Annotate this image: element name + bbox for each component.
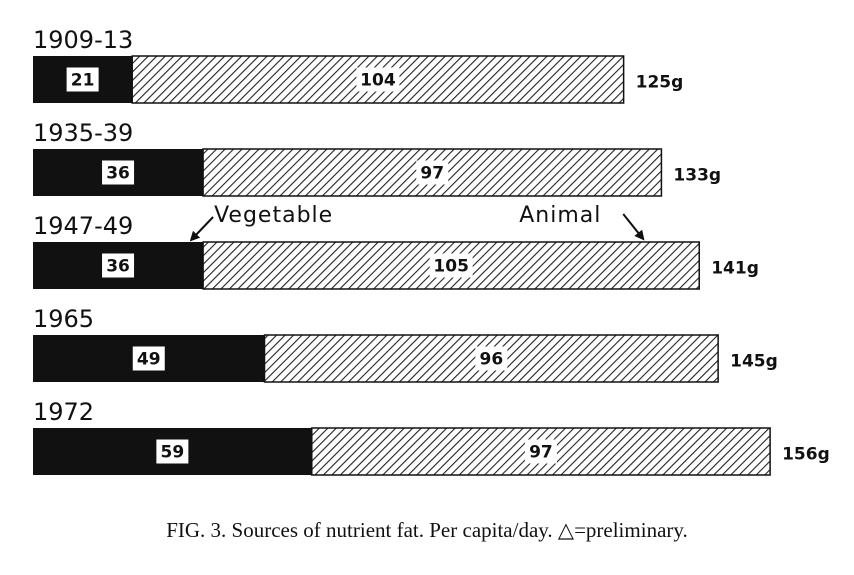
annotation-animal: Animal xyxy=(519,203,601,228)
value-label-vegetable: 36 xyxy=(106,164,130,184)
bar-row-1972: 1972 59 97 156g xyxy=(33,398,830,476)
total-label: 145g xyxy=(730,352,778,372)
value-label-animal-box xyxy=(475,346,508,371)
value-label-animal-box xyxy=(429,253,473,278)
period-label: 1909-13 xyxy=(33,26,133,54)
value-label-vegetable: 59 xyxy=(161,443,185,463)
value-label-animal-box xyxy=(524,439,557,464)
bar-row-1947-49: 1947-49 36 105 141g xyxy=(33,212,759,290)
total-label: 156g xyxy=(782,445,830,465)
bar-animal xyxy=(311,427,771,476)
value-label-animal: 96 xyxy=(479,350,503,370)
value-label-vegetable: 49 xyxy=(137,350,161,370)
vegetable-pointer-arrow xyxy=(189,216,214,242)
value-label-vegetable-box xyxy=(66,67,99,92)
period-label: 1935-39 xyxy=(33,119,133,147)
bar-row-1935-39: 1935-39 36 97 133g xyxy=(33,119,721,197)
value-label-animal-box xyxy=(416,160,449,185)
total-label: 133g xyxy=(673,166,721,186)
period-label: 1947-49 xyxy=(33,212,133,240)
bar-row-1909-13: 1909-13 21 104 125g xyxy=(33,26,684,104)
value-label-animal: 97 xyxy=(420,164,444,184)
value-label-animal: 97 xyxy=(529,443,553,463)
annotation-vegetable: Vegetable xyxy=(214,203,333,228)
value-label-animal: 105 xyxy=(433,257,469,277)
bar-row-1965: 1965 49 96 145g xyxy=(33,305,778,383)
value-label-vegetable: 36 xyxy=(106,257,130,277)
figure-caption: FIG. 3. Sources of nutrient fat. Per cap… xyxy=(166,518,688,542)
animal-pointer-arrow xyxy=(622,213,645,241)
value-label-vegetable-box xyxy=(102,253,135,278)
value-label-animal-box xyxy=(356,67,400,92)
value-label-vegetable-box xyxy=(156,439,189,464)
value-label-animal: 104 xyxy=(360,71,396,91)
period-label: 1965 xyxy=(33,305,94,333)
annotations-group: Vegetable Animal xyxy=(189,203,645,242)
total-label: 141g xyxy=(711,259,759,279)
total-label: 125g xyxy=(636,73,684,93)
bars-group: 1909-13 21 104 125g 1935-39 36 97 133g 1947-49 36… xyxy=(33,26,830,476)
value-label-vegetable: 21 xyxy=(71,71,95,91)
value-label-vegetable-box xyxy=(132,346,165,371)
value-label-vegetable-box xyxy=(102,160,135,185)
period-label: 1972 xyxy=(33,398,94,426)
